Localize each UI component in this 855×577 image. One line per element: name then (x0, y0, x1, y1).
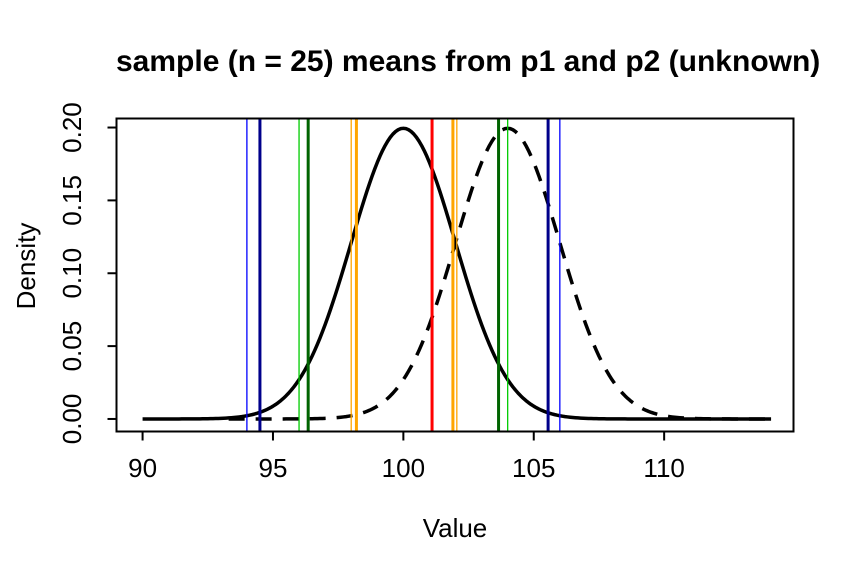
x-tick-label: 95 (259, 453, 288, 483)
x-tick-label: 90 (128, 453, 157, 483)
y-tick-label: 0.15 (57, 175, 87, 226)
y-tick-label: 0.20 (57, 102, 87, 153)
plot-box (115, 117, 795, 433)
y-tick-label: 0.00 (57, 394, 87, 445)
density-curve-dashed (228, 126, 774, 421)
x-tick-label: 110 (643, 453, 684, 483)
x-axis-label: Value (422, 513, 488, 543)
y-tick-label: 0.10 (57, 248, 87, 299)
y-axis-label: Density (11, 222, 41, 310)
plot-title: sample (n = 25) means from p1 and p2 (un… (116, 45, 821, 78)
x-tick-label: 100 (382, 453, 425, 483)
x-tick-label: 105 (512, 453, 555, 483)
y-tick-label: 0.05 (57, 321, 87, 372)
